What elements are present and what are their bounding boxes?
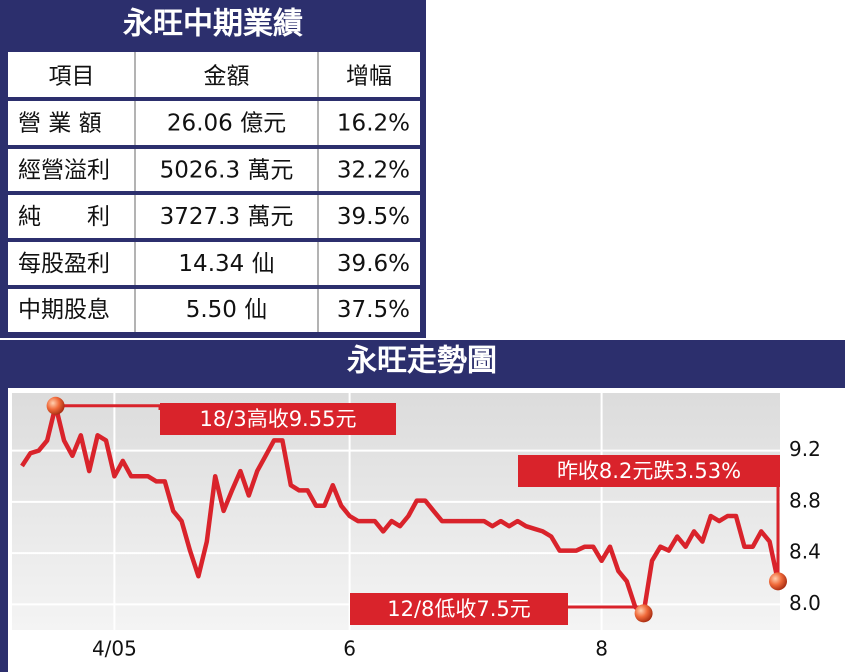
annotation-box [350,593,568,625]
annotation: 昨收8.2元跌3.53% [557,459,741,483]
table-cell: 中期股息 [18,297,110,323]
table-cell: 純 利 [18,204,110,230]
y-tick-label: 9.2 [789,437,821,461]
table-cell: 5026.3 萬元 [160,158,294,184]
table-cell: 26.06 億元 [167,111,286,137]
table-cell: 37.5% [337,297,410,323]
x-tick-label: 4/05 [92,637,137,661]
marker [634,604,653,623]
annotation-box [518,455,780,487]
x-tick-label: 8 [595,637,608,661]
y-tick-label: 8.0 [789,591,821,615]
table-cell: 16.2% [337,111,410,137]
annotation: 12/8低收7.5元 [387,597,531,621]
annotation: 18/3高收9.55元 [200,407,357,431]
table-cell: 5.50 仙 [186,297,268,323]
table-cell: 經營溢利 [18,158,110,184]
x-tick-label: 6 [343,637,356,661]
table-cell: 39.5% [337,204,410,230]
table-cell: 營 業 額 [18,111,102,137]
table-cell: 32.2% [337,158,410,184]
table: 項目 金額 增幅營 業 額 26.06 億元 16.2% 經營溢利 5026.3 萬元 32.… [8,52,420,332]
header-cell: 金額 [204,64,250,90]
table-cell: 39.6% [337,251,410,277]
header-cell: 增幅 [346,64,392,90]
chart-title: 永旺走勢圖 [347,344,497,379]
annotation-box [160,403,396,435]
y-tick-label: 8.8 [789,488,821,512]
header-cell: 項目 [49,64,95,90]
line [20,403,781,616]
table-cell: 每股盈利 [18,251,110,277]
marker [46,396,65,415]
plot: 8.0 8.4 8.8 9.2 4/05 6 8 18/3高收9.55元昨收8.2元跌3.53… [12,393,821,661]
table-cell: 14.34 仙 [178,251,274,277]
table-title: 永旺中期業績 [123,7,303,42]
y-tick-label: 8.4 [789,540,821,564]
table-cell: 3727.3 萬元 [160,204,294,230]
marker [769,572,787,591]
